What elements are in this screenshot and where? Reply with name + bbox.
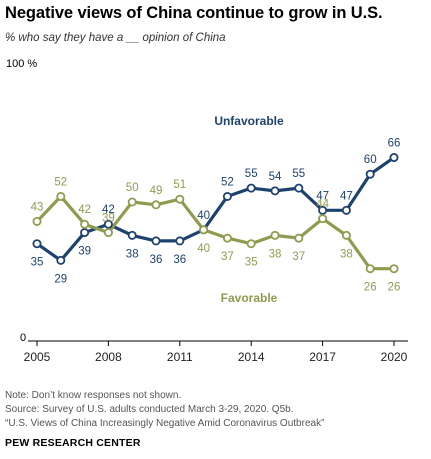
data-label-favorable: 26 [388, 282, 401, 294]
x-tick-label: 2005 [24, 350, 51, 364]
data-label-favorable: 38 [269, 248, 282, 260]
data-point-favorable [222, 233, 232, 243]
note-text: Note: Don’t know responses not shown. [5, 390, 182, 401]
data-label-unfavorable: 38 [126, 248, 139, 260]
data-point-unfavorable [175, 236, 185, 246]
data-label-unfavorable: 42 [102, 204, 115, 216]
data-label-favorable: 37 [292, 251, 305, 263]
data-label-favorable: 49 [150, 185, 163, 197]
data-point-unfavorable [222, 191, 232, 201]
series-line-favorable [35, 194, 394, 271]
data-point-favorable [32, 216, 42, 226]
data-point-unfavorable [341, 205, 351, 215]
series-label-unfavorable: Unfavorable [214, 114, 284, 128]
data-point-favorable [56, 191, 66, 201]
data-label-favorable: 44 [316, 199, 329, 211]
x-tick-label: 2014 [238, 350, 265, 364]
y-axis-top-label: 100 % [6, 58, 37, 70]
data-point-favorable [175, 194, 185, 204]
series-label-favorable: Favorable [221, 291, 278, 305]
data-label-unfavorable: 36 [173, 254, 186, 266]
data-point-favorable [294, 233, 304, 243]
data-label-favorable: 35 [245, 257, 258, 269]
data-point-unfavorable [318, 205, 328, 215]
report-text: “U.S. Views of China Increasingly Negati… [5, 418, 325, 429]
data-point-favorable [80, 219, 90, 229]
y-axis-zero-label: 0 [20, 332, 26, 344]
data-point-favorable [199, 225, 209, 235]
data-label-favorable: 38 [340, 248, 353, 260]
data-label-unfavorable: 55 [292, 168, 305, 180]
data-point-favorable [246, 239, 256, 249]
chart-title: Negative views of China continue to grow… [5, 4, 383, 22]
data-label-favorable: 37 [221, 251, 234, 263]
data-point-favorable [151, 200, 161, 210]
data-point-favorable [270, 230, 280, 240]
data-point-unfavorable [365, 169, 375, 179]
data-point-favorable [127, 197, 137, 207]
data-label-unfavorable: 35 [31, 257, 44, 269]
data-point-favorable [365, 264, 375, 274]
data-label-favorable: 52 [54, 176, 67, 188]
data-label-unfavorable: 40 [197, 210, 210, 222]
data-point-favorable [341, 230, 351, 240]
source-text: Source: Survey of U.S. adults conducted … [5, 404, 294, 415]
data-label-favorable: 42 [78, 204, 91, 216]
x-tick-label: 2011 [167, 350, 193, 364]
data-point-unfavorable [103, 219, 113, 229]
data-label-favorable: 40 [197, 243, 210, 255]
data-point-unfavorable [151, 236, 161, 246]
data-point-unfavorable [389, 153, 399, 163]
data-point-favorable [389, 264, 399, 274]
data-label-unfavorable: 66 [388, 138, 401, 150]
data-label-unfavorable: 55 [245, 168, 258, 180]
x-tick-label: 2008 [95, 350, 122, 364]
chart-subtitle: % who say they have a __ opinion of Chin… [5, 32, 226, 44]
data-point-favorable [103, 228, 113, 238]
data-point-unfavorable [270, 186, 280, 196]
data-label-favorable: 26 [364, 282, 377, 294]
data-label-unfavorable: 39 [78, 246, 91, 258]
pew-logo-text: PEW RESEARCH CENTER [5, 437, 141, 449]
data-label-unfavorable: 36 [150, 254, 163, 266]
data-point-unfavorable [127, 230, 137, 240]
data-label-unfavorable: 54 [269, 171, 282, 183]
data-point-unfavorable [56, 255, 66, 265]
data-point-unfavorable [80, 228, 90, 238]
data-label-unfavorable: 47 [316, 190, 329, 202]
data-label-unfavorable: 47 [340, 190, 353, 202]
data-point-unfavorable [32, 239, 42, 249]
data-label-unfavorable: 60 [364, 154, 377, 166]
data-label-favorable: 51 [173, 179, 186, 191]
data-point-favorable [318, 214, 328, 224]
data-label-favorable: 39 [102, 213, 115, 225]
data-label-favorable: 50 [126, 182, 139, 194]
data-point-unfavorable [246, 183, 256, 193]
x-tick-label: 2020 [381, 350, 408, 364]
data-label-unfavorable: 29 [54, 273, 67, 285]
data-point-unfavorable [294, 183, 304, 193]
x-tick-label: 2017 [309, 350, 336, 364]
data-label-favorable: 43 [31, 201, 44, 213]
data-label-unfavorable: 52 [221, 176, 234, 188]
